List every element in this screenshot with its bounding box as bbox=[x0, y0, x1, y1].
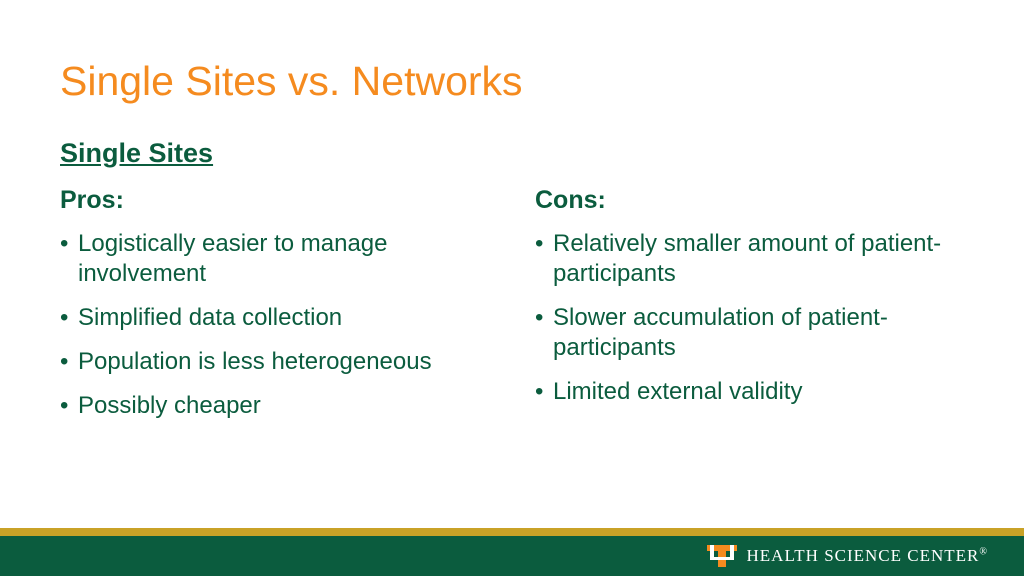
list-item: Relatively smaller amount of patient-par… bbox=[535, 229, 970, 289]
section-subtitle: Single Sites bbox=[60, 138, 213, 169]
cons-heading: Cons: bbox=[535, 186, 970, 215]
footer-green-bar: HEALTH SCIENCE CENTER® bbox=[0, 536, 1024, 576]
list-item: Limited external validity bbox=[535, 377, 970, 407]
pros-list: Logistically easier to manage involvemen… bbox=[60, 229, 495, 421]
cons-column: Cons: Relatively smaller amount of patie… bbox=[535, 186, 970, 435]
content-columns: Pros: Logistically easier to manage invo… bbox=[60, 186, 970, 435]
footer: HEALTH SCIENCE CENTER® bbox=[0, 528, 1024, 576]
list-item: Population is less heterogeneous bbox=[60, 347, 495, 377]
list-item: Logistically easier to manage involvemen… bbox=[60, 229, 495, 289]
pros-heading: Pros: bbox=[60, 186, 495, 215]
brand-text: HEALTH SCIENCE CENTER® bbox=[747, 546, 988, 566]
list-item: Slower accumulation of patient-participa… bbox=[535, 303, 970, 363]
brand-name: HEALTH SCIENCE CENTER bbox=[747, 546, 980, 565]
slide-title: Single Sites vs. Networks bbox=[60, 58, 523, 105]
list-item: Possibly cheaper bbox=[60, 391, 495, 421]
cons-list: Relatively smaller amount of patient-par… bbox=[535, 229, 970, 407]
pros-column: Pros: Logistically easier to manage invo… bbox=[60, 186, 495, 435]
slide: Single Sites vs. Networks Single Sites P… bbox=[0, 0, 1024, 576]
ut-logo-icon bbox=[707, 545, 737, 567]
brand: HEALTH SCIENCE CENTER® bbox=[707, 545, 988, 567]
list-item: Simplified data collection bbox=[60, 303, 495, 333]
footer-gold-bar bbox=[0, 528, 1024, 536]
brand-suffix: ® bbox=[979, 546, 988, 557]
